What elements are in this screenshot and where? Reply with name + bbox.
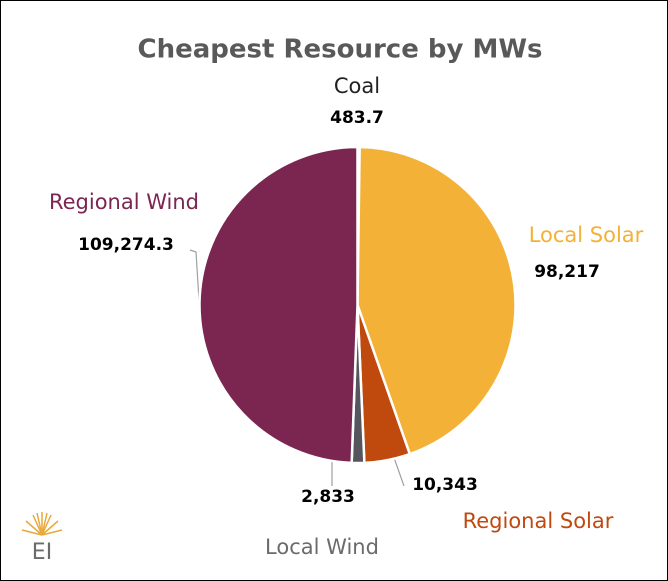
- value-label: 2,833: [301, 487, 355, 507]
- slice-name: Regional Solar: [463, 509, 614, 533]
- slice: [356, 145, 517, 456]
- logo: [21, 512, 63, 536]
- slice: [198, 145, 359, 465]
- chart-title: Cheapest Resource by MWs: [137, 35, 542, 65]
- slice-name: Local Wind: [265, 535, 379, 559]
- slice-name: Regional Wind: [49, 190, 199, 214]
- value-label: 483.7: [330, 108, 384, 128]
- value-label: 10,343: [412, 475, 478, 495]
- slice-name: Coal: [334, 74, 380, 98]
- slice-name: Local Solar: [529, 223, 644, 247]
- value-label: 109,274.3: [78, 235, 174, 255]
- value-label: 98,217: [534, 262, 600, 282]
- logo-text: EI: [32, 540, 52, 565]
